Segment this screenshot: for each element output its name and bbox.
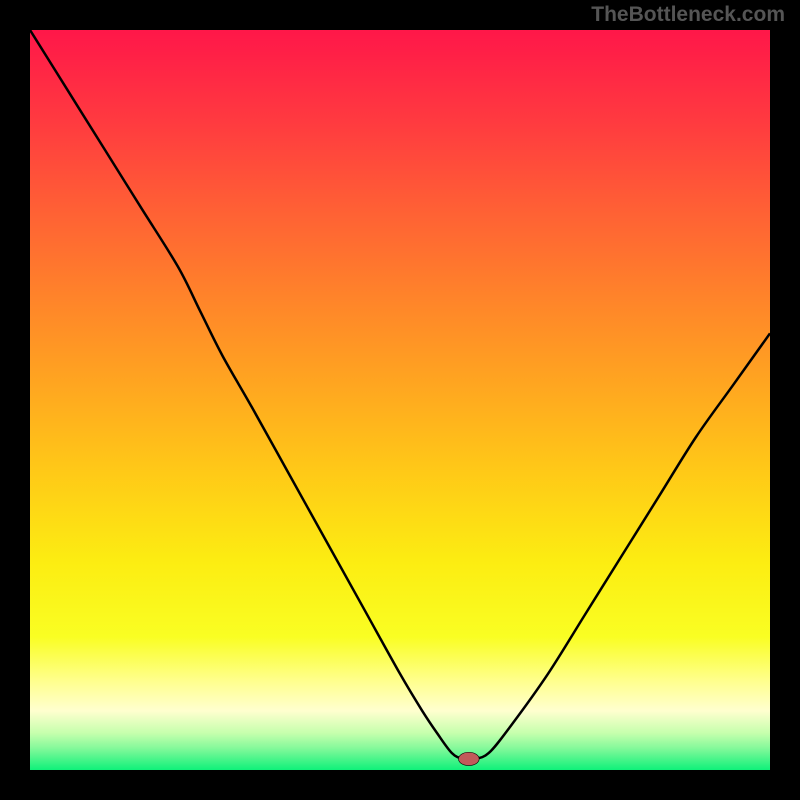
optimal-point-marker <box>458 752 479 765</box>
gradient-background <box>30 30 770 770</box>
bottleneck-chart <box>30 30 770 770</box>
chart-container <box>30 30 770 770</box>
watermark-text: TheBottleneck.com <box>591 3 785 27</box>
